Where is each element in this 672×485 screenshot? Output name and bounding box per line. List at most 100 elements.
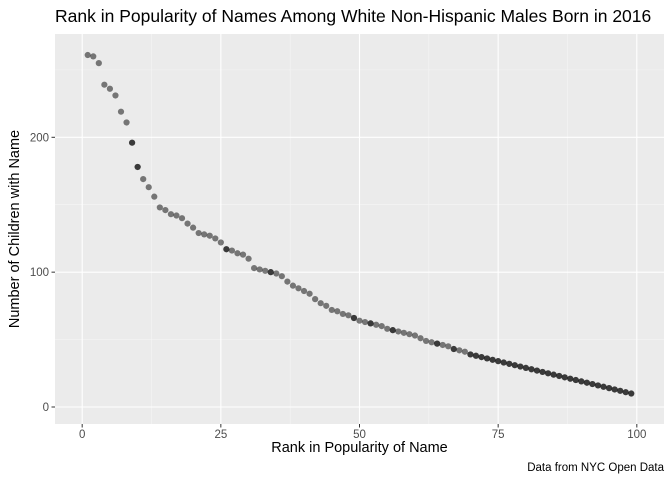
data-point [517, 363, 524, 370]
data-point [361, 318, 369, 326]
data-point [467, 351, 474, 358]
data-point [622, 389, 629, 396]
data-point [245, 255, 252, 262]
data-point [522, 364, 529, 372]
data-point [173, 212, 180, 219]
data-point [495, 358, 502, 365]
x-tick-label: 0 [79, 429, 85, 441]
data-point [434, 340, 441, 347]
data-point [323, 302, 330, 309]
data-point [278, 273, 285, 280]
data-point [395, 328, 402, 335]
data-point [422, 337, 430, 345]
data-point [223, 246, 230, 253]
data-point [500, 359, 507, 366]
data-point [356, 317, 363, 324]
data-point [373, 321, 380, 328]
data-point [217, 239, 224, 246]
x-tick-label: 25 [214, 429, 227, 441]
data-point [445, 343, 452, 350]
data-point [195, 229, 202, 237]
data-point [539, 368, 546, 376]
data-point [589, 380, 596, 388]
data-point [90, 53, 97, 60]
data-point [561, 374, 568, 381]
data-point [190, 224, 197, 231]
data-point [334, 308, 341, 315]
data-point [367, 320, 374, 327]
data-point [251, 265, 258, 272]
data-point [156, 204, 163, 211]
data-point [345, 312, 352, 319]
data-point [306, 290, 313, 297]
data-point [101, 81, 108, 88]
data-point [461, 348, 468, 355]
data-point [295, 285, 302, 292]
data-point [184, 220, 191, 227]
data-point [312, 296, 319, 303]
data-point [201, 231, 208, 238]
data-point [628, 390, 635, 397]
data-point [339, 310, 346, 318]
data-point [145, 184, 152, 191]
data-point [400, 329, 407, 336]
data-point [556, 372, 563, 380]
data-point [428, 339, 435, 346]
data-point [456, 347, 463, 354]
data-point [605, 385, 613, 392]
data-point [151, 193, 158, 200]
x-tick-label: 100 [627, 429, 646, 441]
data-point [583, 379, 591, 386]
x-tick-label: 75 [492, 429, 505, 441]
chart-title: Rank in Popularity of Names Among White … [55, 6, 651, 26]
data-point [617, 387, 624, 394]
data-point [350, 314, 358, 322]
y-axis-ticks: 0 100 200 [30, 132, 55, 414]
x-axis-label: Rank in Popularity of Name [271, 440, 448, 456]
data-point [483, 355, 491, 362]
data-point [239, 251, 247, 258]
data-point [178, 215, 186, 222]
y-tick-label: 100 [30, 267, 49, 279]
data-point [123, 119, 130, 126]
data-point [572, 376, 579, 384]
data-point [594, 382, 602, 389]
data-point [212, 235, 219, 242]
data-point [289, 282, 297, 289]
x-tick-label: 50 [353, 429, 366, 441]
data-point [406, 331, 413, 338]
data-point [112, 92, 119, 99]
data-point [472, 352, 480, 359]
data-point [478, 354, 485, 361]
data-point [389, 327, 396, 334]
data-point [140, 176, 147, 183]
data-point [567, 375, 574, 382]
data-point [206, 232, 213, 239]
data-point [262, 267, 269, 274]
data-point [578, 378, 585, 385]
data-point [162, 207, 169, 214]
data-point [378, 322, 385, 330]
data-point [550, 371, 557, 378]
data-point [256, 266, 263, 273]
data-point [506, 360, 513, 367]
data-point [600, 383, 607, 390]
data-point [533, 367, 541, 374]
chart-caption: Data from NYC Open Data [527, 462, 664, 474]
data-point [273, 270, 280, 277]
data-point [134, 163, 141, 171]
data-point [450, 345, 457, 353]
y-axis-label: Number of Children with Name [7, 130, 23, 328]
data-point [384, 325, 391, 332]
data-point [300, 287, 308, 295]
data-point [317, 300, 324, 307]
data-point [84, 51, 91, 59]
data-point [411, 332, 419, 339]
data-point [234, 250, 241, 257]
data-point [167, 211, 175, 218]
data-point [117, 108, 125, 115]
x-axis-ticks: 0 25 50 75 100 [79, 424, 646, 441]
data-point [417, 335, 424, 342]
data-point [511, 362, 518, 369]
data-point [106, 85, 114, 92]
